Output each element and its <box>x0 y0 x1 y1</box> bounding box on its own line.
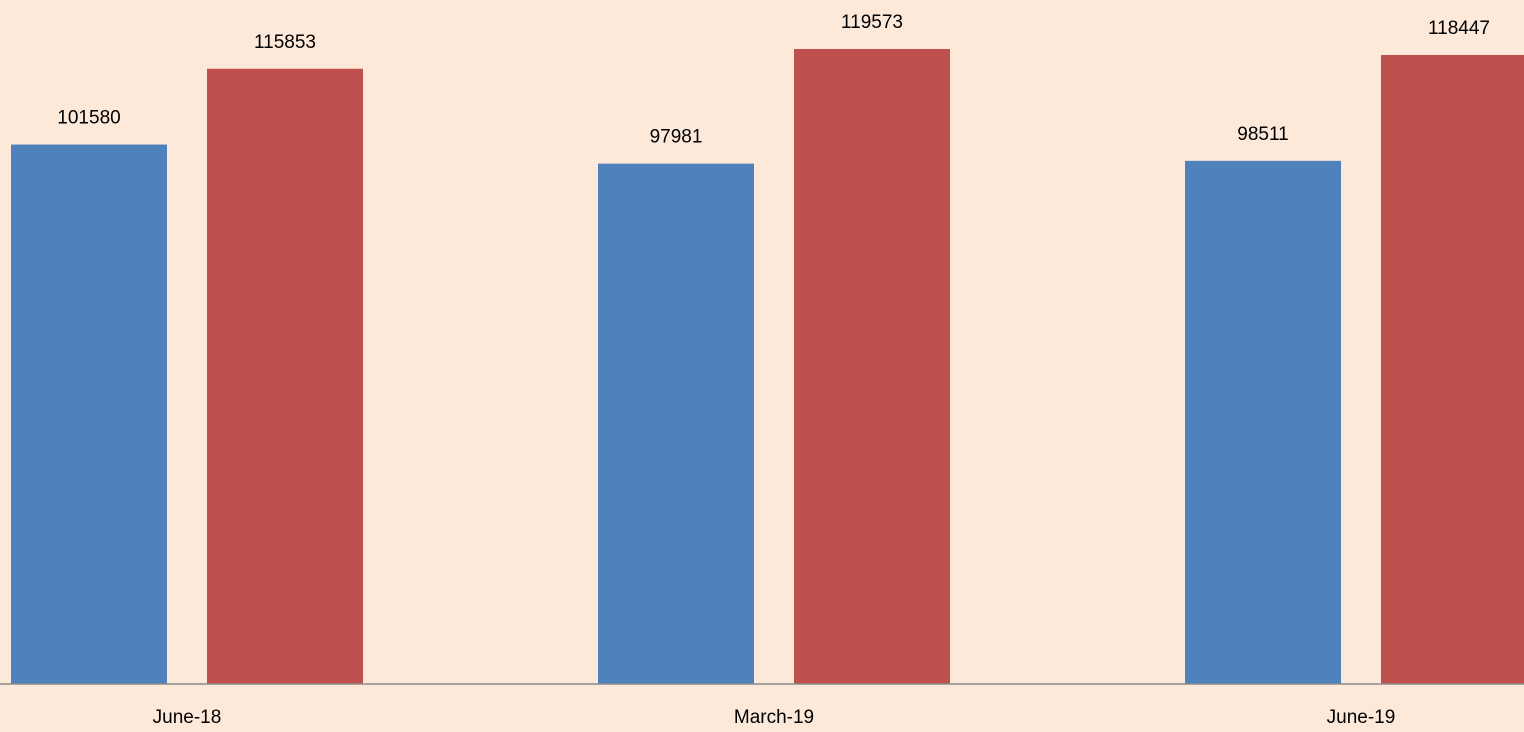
data-label: 119573 <box>841 12 903 33</box>
bar <box>794 49 950 684</box>
x-tick-label: June-19 <box>1327 707 1396 728</box>
x-tick-label: June-18 <box>153 707 222 728</box>
bar <box>1185 160 1341 685</box>
bar <box>598 163 754 684</box>
bar <box>11 144 167 685</box>
bar <box>207 68 363 685</box>
x-tick-label: March-19 <box>734 707 814 728</box>
data-label: 118447 <box>1428 18 1490 39</box>
data-label: 98511 <box>1237 124 1288 145</box>
data-label: 101580 <box>57 108 120 129</box>
bar <box>1381 54 1524 684</box>
data-label: 97981 <box>650 127 703 148</box>
data-label: 115853 <box>254 32 316 53</box>
